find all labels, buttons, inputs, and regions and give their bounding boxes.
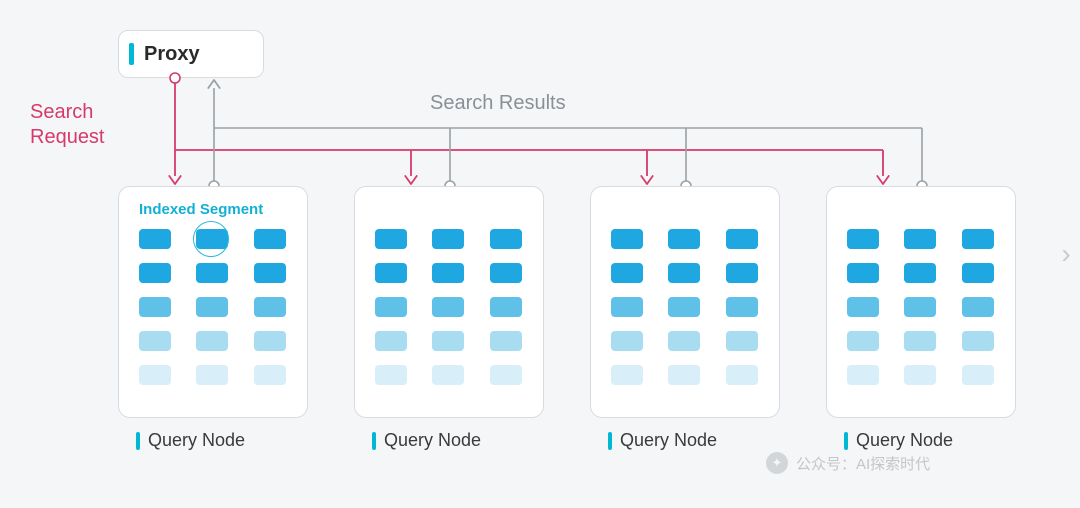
segment-chip <box>254 331 286 351</box>
segment-chip <box>962 229 994 249</box>
segment-chip <box>254 229 286 249</box>
segment-grid <box>847 229 995 385</box>
segment-chip <box>962 365 994 385</box>
indexed-segment-label: Indexed Segment <box>139 201 287 219</box>
segment-chip <box>432 365 464 385</box>
segment-chip <box>139 365 171 385</box>
segment-chip <box>668 365 700 385</box>
query-node-label-text: Query Node <box>620 430 717 451</box>
segment-chip <box>962 263 994 283</box>
search-request-line1: Search <box>30 100 105 125</box>
segment-highlight-circle <box>193 221 229 257</box>
segment-chip <box>196 365 228 385</box>
query-node-label: Query Node <box>372 430 481 451</box>
query-node-card: Indexed Segment <box>118 186 308 418</box>
segment-chip <box>611 263 643 283</box>
segment-chip <box>196 297 228 317</box>
segment-chip <box>432 297 464 317</box>
segment-chip <box>904 365 936 385</box>
segment-chip <box>375 331 407 351</box>
label-accent <box>608 432 612 450</box>
segment-chip <box>490 331 522 351</box>
segment-chip <box>904 297 936 317</box>
segment-chip <box>668 263 700 283</box>
segment-chip <box>490 365 522 385</box>
segment-chip <box>375 365 407 385</box>
segment-chip <box>254 297 286 317</box>
segment-chip <box>847 331 879 351</box>
segment-chip <box>611 297 643 317</box>
query-node-card <box>354 186 544 418</box>
query-node-label: Query Node <box>844 430 953 451</box>
segment-chip <box>668 331 700 351</box>
segment-chip <box>432 263 464 283</box>
segment-chip <box>139 263 171 283</box>
segment-chip <box>196 331 228 351</box>
label-accent <box>844 432 848 450</box>
segment-chip <box>611 229 643 249</box>
query-node-card <box>590 186 780 418</box>
search-request-line2: Request <box>30 125 105 150</box>
segment-chip <box>847 263 879 283</box>
segment-chip <box>726 297 758 317</box>
watermark: ✦ 公众号：AI探索时代 <box>766 452 930 474</box>
segment-chip <box>962 297 994 317</box>
segment-chip <box>432 229 464 249</box>
segment-chip <box>196 263 228 283</box>
diagram-stage: Proxy Search Request Search Results Inde… <box>0 0 1080 508</box>
segment-chip <box>726 229 758 249</box>
query-node-label: Query Node <box>136 430 245 451</box>
indexed-segment-label <box>375 201 523 219</box>
search-results-label: Search Results <box>430 92 566 115</box>
indexed-segment-label <box>611 201 759 219</box>
segment-chip <box>726 331 758 351</box>
segment-chip <box>139 331 171 351</box>
segment-chip <box>904 229 936 249</box>
next-arrow[interactable]: › <box>1052 224 1080 284</box>
segment-chip <box>432 331 464 351</box>
segment-chip <box>847 297 879 317</box>
segment-grid <box>375 229 523 385</box>
segment-chip <box>611 331 643 351</box>
segment-chip <box>668 297 700 317</box>
search-request-label: Search Request <box>30 100 105 150</box>
segment-chip <box>490 263 522 283</box>
segment-chip <box>847 365 879 385</box>
segment-grid <box>611 229 759 385</box>
segment-chip <box>962 331 994 351</box>
query-node-label-text: Query Node <box>384 430 481 451</box>
label-accent <box>372 432 376 450</box>
segment-chip <box>375 297 407 317</box>
segment-chip <box>490 229 522 249</box>
indexed-segment-label <box>847 201 995 219</box>
segment-chip <box>726 263 758 283</box>
segment-chip <box>847 229 879 249</box>
segment-chip <box>904 331 936 351</box>
segment-chip <box>904 263 936 283</box>
segment-chip <box>254 263 286 283</box>
segment-chip <box>375 263 407 283</box>
segment-chip <box>139 229 171 249</box>
segment-chip <box>254 365 286 385</box>
proxy-accent <box>129 43 134 65</box>
segment-chip <box>490 297 522 317</box>
segment-chip <box>611 365 643 385</box>
wechat-icon: ✦ <box>766 452 788 474</box>
query-node-label-text: Query Node <box>148 430 245 451</box>
query-node-label-text: Query Node <box>856 430 953 451</box>
segment-chip <box>668 229 700 249</box>
proxy-box: Proxy <box>118 30 264 78</box>
label-accent <box>136 432 140 450</box>
segment-chip <box>726 365 758 385</box>
watermark-text: 公众号：AI探索时代 <box>796 453 930 474</box>
query-node-card <box>826 186 1016 418</box>
segment-chip <box>375 229 407 249</box>
query-node-label: Query Node <box>608 430 717 451</box>
segment-chip <box>139 297 171 317</box>
proxy-title: Proxy <box>144 43 200 66</box>
